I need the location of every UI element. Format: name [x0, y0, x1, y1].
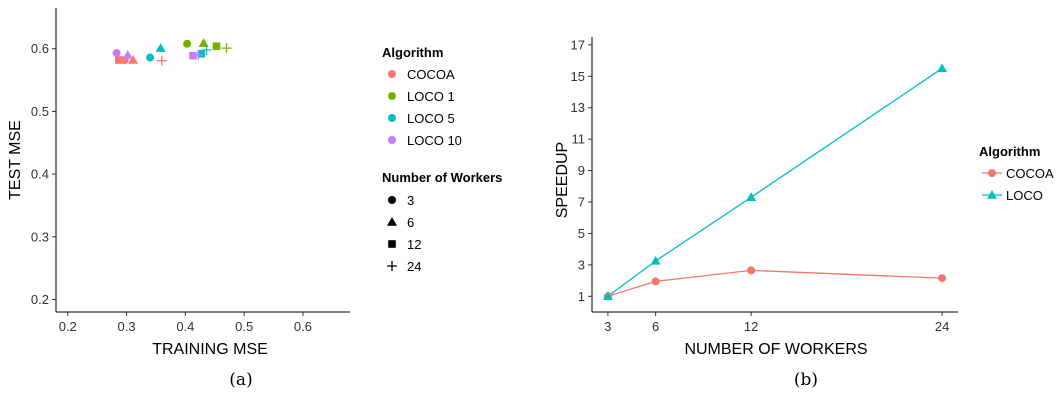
- series-line-cocoa: [607, 269, 943, 297]
- panel-b-x-tick-label: 6: [652, 319, 659, 334]
- panel-b-y-tick-label: 5: [578, 226, 585, 241]
- panel-b-y-tick-label: 9: [578, 163, 585, 178]
- point-loco-10-24-workers: [193, 50, 204, 61]
- panel-a-x-tick-label: 0.5: [235, 319, 253, 334]
- panel-a-x-tick-label: 0.4: [176, 319, 194, 334]
- panel-a-x-ticks: 0.2 0.3 0.4 0.5 0.6: [59, 312, 312, 334]
- legend-key-workers-3: [388, 196, 396, 204]
- panel-b-y-tick-label: 15: [571, 69, 585, 84]
- panel-a-legend-workers-entries: 3 6 12 24: [387, 193, 421, 274]
- legend-label-workers-12: 12: [407, 237, 421, 252]
- panel-b-y-tick-label: 17: [571, 37, 585, 52]
- point-loco-1-6-workers: [198, 38, 209, 47]
- panel-a-x-tick-label: 0.6: [294, 319, 312, 334]
- legend-key-loco-1: [388, 92, 396, 100]
- panel-a-legend-algorithm-title: Algorithm: [382, 45, 443, 60]
- panel-a-y-axis-title: TEST MSE: [7, 120, 24, 200]
- panel-a-legend-algorithm-entries: COCOA LOCO 1 LOCO 5 LOCO 10: [388, 67, 462, 148]
- point-cocoa-24-workers: [938, 274, 947, 283]
- panel-b-legend: Algorithm COCOA LOCO: [979, 144, 1054, 203]
- legend-label-workers-6: 6: [407, 215, 414, 230]
- panel-b-y-tick-label: 7: [578, 195, 585, 210]
- legend-label-cocoa: COCOA: [1006, 166, 1054, 181]
- panel-b-y-tick-label: 11: [572, 132, 586, 147]
- legend-label-cocoa: COCOA: [407, 67, 455, 82]
- point-loco-24-workers: [937, 63, 948, 73]
- point-loco-10-6-workers: [122, 50, 133, 59]
- point-loco-1-3-workers: [183, 39, 192, 48]
- panel-b-x-ticks: 3 6 12 24: [604, 312, 949, 334]
- legend-key-loco: [987, 190, 997, 199]
- point-cocoa-6-workers: [128, 55, 139, 64]
- legend-key-cocoa: [988, 169, 996, 177]
- legend-key-workers-6: [387, 217, 397, 226]
- panel-b-x-tick-label: 12: [744, 319, 758, 334]
- legend-label-workers-24: 24: [407, 259, 421, 274]
- point-loco-12-workers: [746, 192, 757, 202]
- point-cocoa-24-workers: [156, 55, 167, 66]
- point-loco-3-workers: [602, 291, 613, 301]
- panel-a: 0.2 0.3 0.4 0.5 0.6 0.2 0.3 0.4 0.5 0.6 TRAINING…: [7, 8, 502, 390]
- point-cocoa-6-workers: [651, 277, 660, 286]
- legend-key-cocoa: [388, 70, 396, 78]
- panel-b-x-tick-label: 3: [604, 319, 611, 334]
- panel-b-series: [602, 63, 948, 301]
- legend-key-loco-10: [388, 136, 396, 144]
- panel-a-x-axis-title: TRAINING MSE: [152, 341, 268, 358]
- panel-b-y-axis-title: SPEEDUP: [554, 142, 571, 218]
- point-cocoa-12-workers: [115, 56, 123, 64]
- panel-a-legend: Algorithm COCOA LOCO 1 LOCO 5 LOCO 10 Numbe…: [382, 45, 502, 274]
- point-loco-5-3-workers: [146, 53, 155, 62]
- point-loco-5-12-workers: [197, 49, 206, 58]
- panel-a-y-tick-label: 0.5: [31, 104, 49, 119]
- point-loco-1-12-workers: [212, 42, 221, 51]
- point-loco-10-3-workers: [112, 49, 121, 58]
- panel-a-y-ticks: 0.2 0.3 0.4 0.5 0.6: [31, 41, 56, 307]
- panel-b-y-tick-label: 13: [571, 100, 585, 115]
- point-loco-1-24-workers: [221, 43, 232, 54]
- panel-a-x-tick-label: 0.2: [59, 319, 77, 334]
- panel-b-legend-title: Algorithm: [979, 144, 1040, 159]
- point-loco-10-12-workers: [189, 51, 197, 60]
- panel-a-y-tick-label: 0.2: [31, 292, 49, 307]
- panel-a-plot-area: 0.2 0.3 0.4 0.5 0.6 0.2 0.3 0.4 0.5 0.6: [31, 8, 350, 334]
- legend-label-loco-1: LOCO 1: [407, 89, 455, 104]
- point-loco-6-workers: [650, 255, 661, 265]
- point-cocoa-12-workers: [747, 266, 756, 275]
- legend-label-loco-10: LOCO 10: [407, 133, 462, 148]
- series-line-loco: [607, 67, 943, 297]
- legend-label-loco: LOCO: [1006, 188, 1043, 203]
- panel-b-x-tick-label: 24: [935, 319, 949, 334]
- panel-b-x-axis-title: NUMBER OF WORKERS: [684, 341, 867, 358]
- panel-b-caption: (b): [794, 370, 818, 390]
- legend-key-workers-24: [387, 261, 397, 271]
- legend-key-loco-5: [388, 114, 396, 122]
- panel-a-x-tick-label: 0.3: [118, 319, 136, 334]
- panel-b-legend-entries: COCOA LOCO: [982, 166, 1054, 203]
- legend-key-workers-12: [388, 240, 396, 248]
- panel-a-caption: (a): [229, 370, 252, 390]
- point-loco-5-6-workers: [155, 43, 166, 52]
- point-loco-5-24-workers: [201, 44, 212, 55]
- legend-label-loco-5: LOCO 5: [407, 111, 455, 126]
- panel-a-legend-workers-title: Number of Workers: [382, 170, 502, 185]
- panel-a-y-tick-label: 0.6: [31, 41, 49, 56]
- panel-a-y-tick-label: 0.4: [31, 167, 49, 182]
- panel-a-y-tick-label: 0.3: [31, 229, 49, 244]
- panel-a-points: [112, 38, 232, 66]
- panel-b-y-tick-label: 3: [578, 257, 585, 272]
- legend-label-workers-3: 3: [407, 193, 414, 208]
- panel-b-y-tick-label: 1: [578, 289, 585, 304]
